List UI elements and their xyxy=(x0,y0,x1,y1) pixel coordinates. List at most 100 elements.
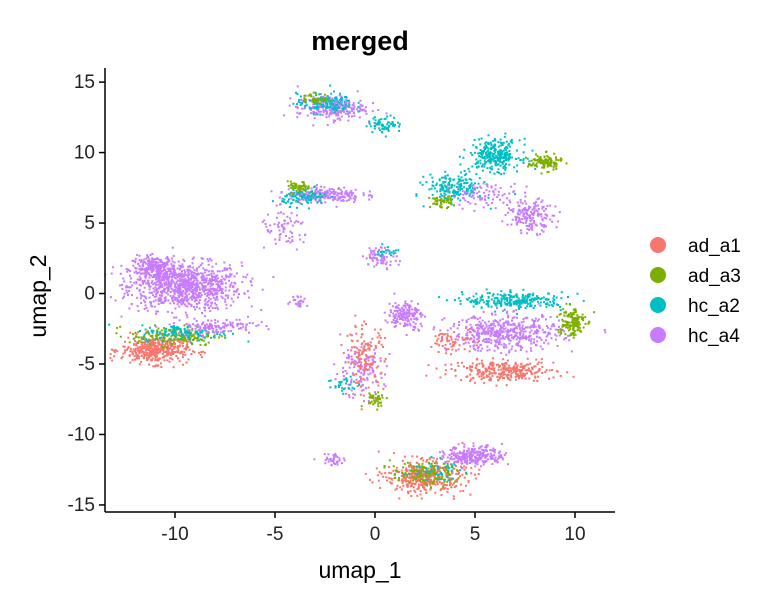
data-point xyxy=(494,156,497,159)
data-point xyxy=(217,289,220,292)
data-point xyxy=(136,354,139,357)
data-point xyxy=(496,171,499,173)
data-point xyxy=(213,275,216,278)
data-point xyxy=(289,197,292,200)
data-point xyxy=(151,348,154,351)
data-point xyxy=(447,181,450,184)
data-point xyxy=(552,168,555,171)
data-point xyxy=(346,334,349,337)
data-point xyxy=(482,182,485,185)
data-point xyxy=(442,186,445,189)
data-point xyxy=(390,251,393,254)
data-point xyxy=(557,220,560,223)
data-point xyxy=(497,163,500,166)
data-point xyxy=(568,339,571,342)
data-point xyxy=(130,277,132,280)
data-point xyxy=(202,285,205,287)
data-point xyxy=(497,341,500,344)
data-point xyxy=(218,280,221,283)
data-point xyxy=(371,381,374,384)
data-point xyxy=(496,307,498,309)
data-point xyxy=(153,295,156,298)
data-point xyxy=(338,101,341,104)
data-point xyxy=(180,291,183,294)
data-point xyxy=(542,331,545,334)
data-point xyxy=(199,325,202,328)
data-point xyxy=(189,341,192,344)
data-point xyxy=(145,331,148,334)
data-point xyxy=(386,126,389,129)
data-point xyxy=(342,375,345,378)
data-point xyxy=(187,285,190,288)
data-point xyxy=(229,330,232,333)
data-point xyxy=(244,276,247,279)
data-point xyxy=(349,333,352,336)
data-point xyxy=(372,362,375,365)
point-cluster-hc_a2 xyxy=(365,114,401,138)
data-point xyxy=(182,284,185,287)
data-point xyxy=(299,304,302,307)
data-point xyxy=(329,101,332,104)
data-point xyxy=(157,327,160,330)
data-point xyxy=(224,324,227,327)
data-point xyxy=(472,347,475,350)
data-point xyxy=(312,101,315,103)
data-point xyxy=(135,281,138,284)
data-point xyxy=(197,293,200,296)
data-point xyxy=(185,289,188,292)
data-point xyxy=(149,263,151,266)
data-point xyxy=(170,279,173,282)
data-point xyxy=(161,275,164,278)
data-point xyxy=(371,368,374,371)
data-point xyxy=(150,274,153,277)
data-point xyxy=(215,297,218,299)
data-point xyxy=(476,329,479,332)
data-point xyxy=(482,324,485,327)
data-point xyxy=(211,327,214,330)
point-cluster-hc_a2 xyxy=(438,288,585,315)
data-point xyxy=(510,185,513,188)
data-point xyxy=(486,345,489,348)
data-point xyxy=(395,255,398,258)
data-point xyxy=(380,343,383,346)
data-point xyxy=(299,191,302,194)
data-point xyxy=(343,96,346,99)
data-point xyxy=(485,188,488,191)
data-point xyxy=(373,348,376,351)
data-point xyxy=(303,297,306,300)
data-point xyxy=(487,149,490,152)
data-point xyxy=(550,159,552,162)
data-point xyxy=(159,331,162,334)
data-point xyxy=(304,198,307,201)
data-point xyxy=(166,359,169,362)
data-point xyxy=(196,303,198,305)
data-point xyxy=(155,258,158,261)
data-point xyxy=(382,128,385,131)
data-point xyxy=(507,144,510,147)
data-point xyxy=(135,333,138,336)
data-point xyxy=(183,296,186,299)
data-point xyxy=(499,160,501,163)
data-point xyxy=(360,346,363,349)
data-point xyxy=(326,195,329,198)
data-point xyxy=(488,329,491,332)
data-point xyxy=(138,339,141,342)
data-point xyxy=(439,204,442,207)
data-point xyxy=(374,393,377,396)
data-point xyxy=(189,270,192,273)
data-point xyxy=(474,188,476,191)
data-point xyxy=(224,289,227,292)
data-point xyxy=(292,189,295,192)
data-point xyxy=(535,200,537,203)
data-point xyxy=(183,351,186,354)
data-point xyxy=(135,335,137,338)
data-point xyxy=(139,267,142,270)
data-point xyxy=(334,196,337,199)
data-point xyxy=(536,335,538,338)
data-point xyxy=(499,153,501,156)
data-point xyxy=(178,334,181,337)
data-point xyxy=(391,124,394,127)
data-point xyxy=(359,376,362,379)
data-point xyxy=(519,301,522,304)
data-point xyxy=(185,323,188,325)
